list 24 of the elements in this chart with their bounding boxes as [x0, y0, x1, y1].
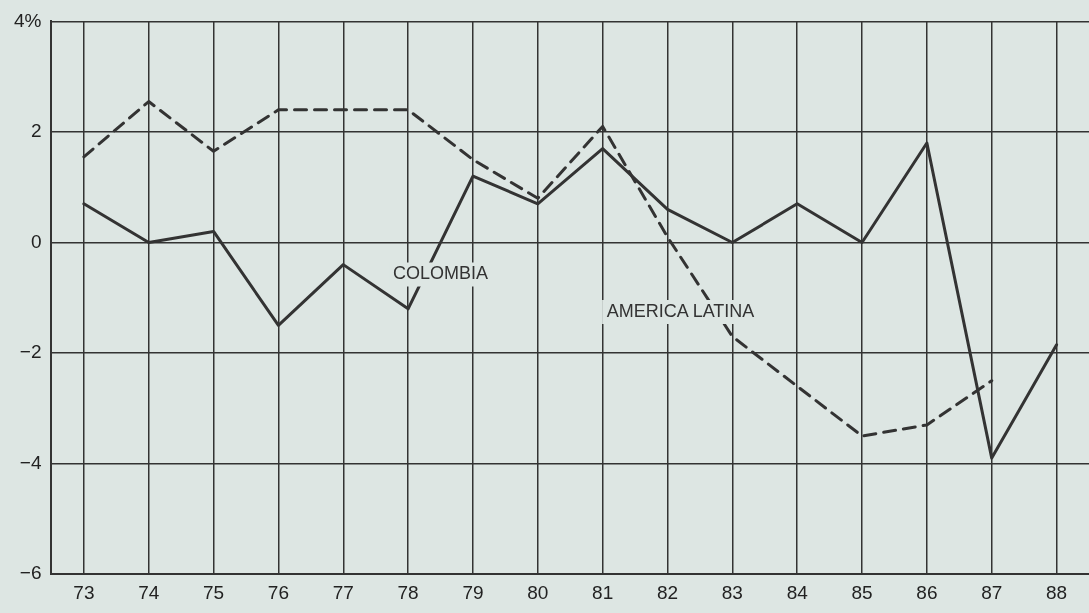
- y-tick-label: 0: [30, 230, 42, 252]
- x-tick-label: 85: [851, 581, 873, 603]
- series-label: COLOMBIA: [393, 263, 489, 284]
- x-tick-label: 73: [73, 581, 95, 603]
- y-tick-label: −2: [19, 341, 42, 363]
- x-tick-label: 83: [721, 581, 743, 603]
- x-tick-label: 81: [592, 581, 614, 603]
- x-tick-label: 86: [916, 581, 938, 603]
- x-tick-label: 77: [332, 581, 354, 603]
- y-tick-label: 4%: [13, 9, 42, 31]
- x-tick-label: 79: [462, 581, 484, 603]
- y-tick-label: −4: [19, 451, 42, 473]
- x-tick-label: 74: [138, 581, 160, 603]
- x-tick-label: 76: [267, 581, 289, 603]
- x-tick-label: 87: [981, 581, 1003, 603]
- x-tick-label: 75: [203, 581, 225, 603]
- x-tick-label: 88: [1046, 581, 1068, 603]
- y-tick-label: 2: [30, 120, 42, 142]
- x-tick-label: 84: [786, 581, 809, 603]
- x-tick-label: 80: [527, 581, 549, 603]
- x-tick-label: 82: [656, 581, 679, 603]
- series-label: AMERICA LATINA: [606, 300, 755, 321]
- y-tick-label: −6: [19, 562, 42, 584]
- x-tick-label: 78: [397, 581, 419, 603]
